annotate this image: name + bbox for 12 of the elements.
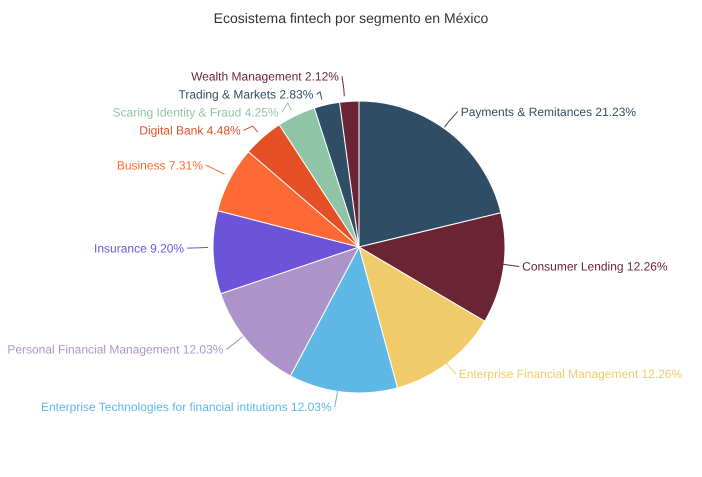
slice-label: Trading & Markets 2.83% xyxy=(178,88,314,102)
slice-label: Wealth Management 2.12% xyxy=(191,70,340,84)
slice-label: Consumer Lending 12.26% xyxy=(522,260,668,274)
slice-label: Personal Financial Management 12.03% xyxy=(7,342,224,357)
slice-label: Enterprise Financial Management 12.26% xyxy=(458,367,683,382)
slice-label: Payments & Remitances 21.23% xyxy=(460,104,636,119)
chart-title: Ecosistema fintech por segmento en México xyxy=(212,10,490,26)
slice-label: Business 7.31% xyxy=(116,158,204,172)
slice-label: Insurance 9.20% xyxy=(94,241,184,256)
slice-label: Enterprise Technologies for financial intitutions 12.03% xyxy=(41,400,332,414)
slice-label: Scaring Identity & Fraud 4.25% xyxy=(112,106,279,120)
slice-label: Digital Bank 4.48% xyxy=(139,124,242,138)
